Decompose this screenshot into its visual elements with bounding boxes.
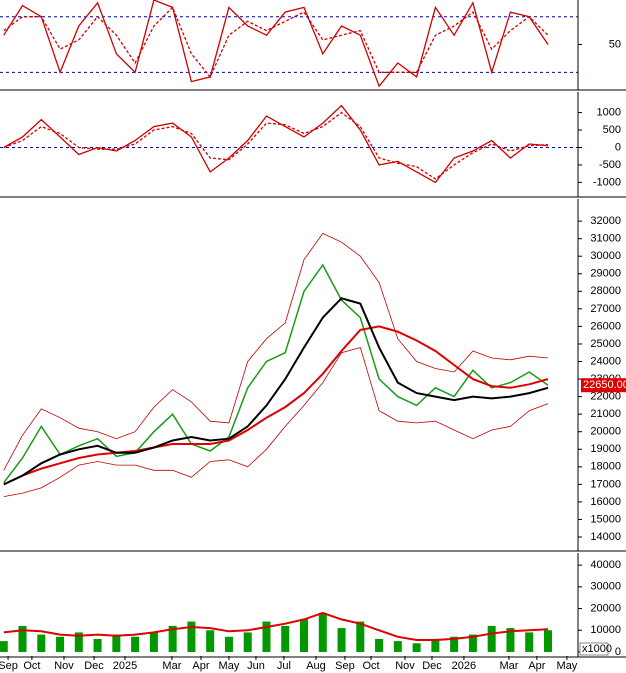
y-tick-label: 30000	[590, 581, 621, 593]
volume-bar	[187, 621, 196, 652]
y-tick-label: 0	[615, 141, 621, 153]
volume-bar	[450, 636, 459, 652]
y-tick-label: 14000	[590, 531, 621, 543]
volume-bar	[487, 625, 496, 652]
series-line	[3, 347, 549, 497]
x-tick-label: Mar	[162, 660, 181, 672]
x-tick-label: Jul	[277, 660, 291, 672]
x-tick-label: Oct	[362, 660, 379, 672]
x-tick-label: Dec	[84, 660, 104, 672]
series-line	[3, 297, 549, 486]
volume-bar	[525, 632, 534, 652]
volume-bar	[281, 625, 290, 652]
x-tick-label: Apr	[528, 660, 545, 672]
volume-bar	[412, 643, 421, 652]
unit-label: x1000	[582, 643, 612, 655]
volume-bar	[206, 630, 215, 652]
y-tick-label: 27000	[590, 303, 621, 315]
y-tick-label: 18000	[590, 461, 621, 473]
series-line	[3, 104, 549, 184]
volume-bar	[168, 625, 177, 652]
y-tick-label: 20000	[590, 426, 621, 438]
volume-bar	[506, 628, 515, 652]
series-line	[3, 0, 549, 88]
x-tick-label: Nov	[54, 660, 74, 672]
x-tick-label: Nov	[395, 660, 415, 672]
y-tick-label: 24000	[590, 355, 621, 367]
y-tick-label: 20000	[590, 602, 621, 614]
volume-bar	[468, 634, 477, 652]
volume-bar	[393, 641, 402, 652]
volume-bar	[243, 632, 252, 652]
volume-bar	[0, 641, 8, 652]
y-tick-label: 32000	[590, 215, 621, 227]
volume-bar	[56, 636, 65, 652]
x-tick-label: Aug	[306, 660, 326, 672]
series-line	[3, 111, 549, 180]
y-tick-label: 16000	[590, 496, 621, 508]
unit-box	[579, 642, 609, 656]
volume-bar	[300, 619, 309, 652]
y-tick-label: 500	[603, 124, 621, 136]
y-tick-label: -500	[599, 159, 621, 171]
volume-bar	[37, 634, 46, 652]
volume-bar	[93, 638, 102, 652]
series-line	[3, 263, 549, 484]
y-tick-label: -1000	[593, 176, 621, 188]
y-tick-label: 31000	[590, 233, 621, 245]
x-tick-label: May	[557, 660, 578, 672]
series-line	[3, 611, 549, 641]
y-tick-label: 10000	[590, 624, 621, 636]
x-tick-label: Jun	[247, 660, 265, 672]
volume-bar	[318, 612, 327, 652]
x-tick-label: Sep	[0, 660, 18, 672]
x-tick-label: 2025	[113, 660, 137, 672]
volume-bar	[18, 625, 27, 652]
volume-bar	[337, 628, 346, 652]
y-tick-label: 29000	[590, 268, 621, 280]
x-tick-label: Dec	[422, 660, 442, 672]
volume-bar	[149, 632, 158, 652]
y-tick-label: 40000	[590, 559, 621, 571]
volume-bar	[543, 630, 552, 652]
panel	[0, 611, 552, 652]
series-line	[3, 325, 549, 486]
volume-bar	[224, 636, 233, 652]
volume-bar	[356, 621, 365, 652]
y-tick-label: 26000	[590, 320, 621, 332]
y-tick-label: 28000	[590, 285, 621, 297]
x-tick-label: 2026	[452, 660, 476, 672]
y-tick-label: 0	[615, 646, 621, 658]
y-tick-label: 25000	[590, 338, 621, 350]
y-tick-label: 19000	[590, 443, 621, 455]
x-tick-label: Apr	[192, 660, 209, 672]
y-tick-label: 1000	[597, 106, 621, 118]
last-price-label: 22650.00	[583, 379, 626, 391]
y-tick-label: 22000	[590, 391, 621, 403]
y-tick-label: 50	[609, 38, 621, 50]
series-line	[3, 6, 549, 79]
series-line	[3, 232, 549, 471]
panel	[0, 0, 578, 88]
volume-bar	[262, 621, 271, 652]
x-tick-label: Sep	[335, 660, 355, 672]
volume-bar	[74, 632, 83, 652]
volume-bar	[431, 638, 440, 652]
y-tick-label: 30000	[590, 250, 621, 262]
x-tick-label: Oct	[23, 660, 40, 672]
x-tick-label: Mar	[499, 660, 518, 672]
y-tick-label: 17000	[590, 478, 621, 490]
panel	[3, 232, 549, 497]
panel	[0, 104, 578, 184]
last-price-box	[581, 378, 626, 393]
x-tick-label: May	[219, 660, 240, 672]
y-tick-label: 15000	[590, 513, 621, 525]
volume-bar	[131, 636, 140, 652]
y-tick-label: 21000	[590, 408, 621, 420]
volume-bar	[375, 638, 384, 652]
volume-bar	[112, 634, 121, 652]
